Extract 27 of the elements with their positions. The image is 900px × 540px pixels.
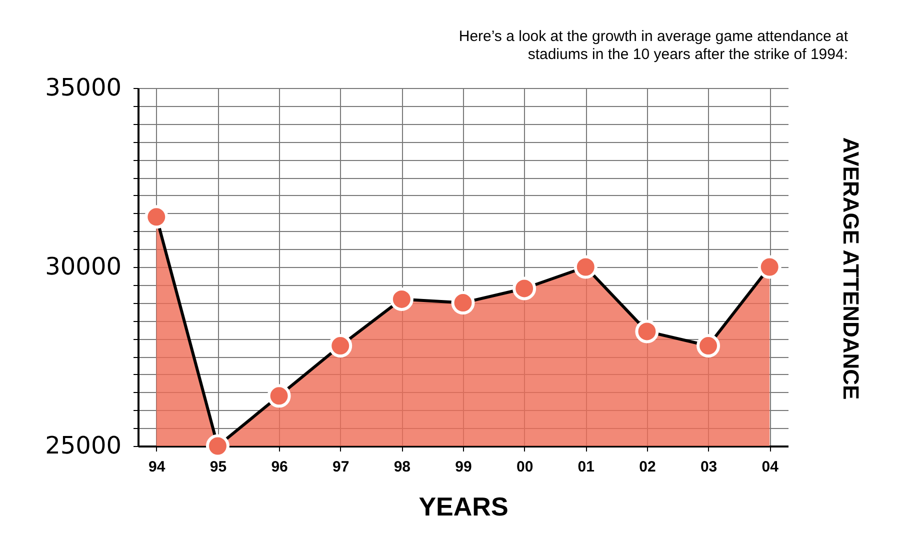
y-tick-label: 25000 [45,432,122,460]
x-tick-label: 00 [516,458,534,476]
point [512,276,536,300]
x-tick-label: 01 [578,458,594,476]
x-tick-label: 03 [700,458,718,476]
point [696,334,720,358]
x-tick-label: 94 [148,458,166,476]
x-tick-label: 99 [455,458,472,476]
point [328,334,352,358]
point [574,255,598,279]
point [758,255,782,279]
y-axis-title: AVERAGE ATTENDANCE [838,137,864,400]
x-tick-label: 97 [332,458,350,476]
x-tick-label: 04 [762,458,780,476]
y-tick-label: 35000 [45,74,122,102]
x-axis-title: YEARS [418,492,508,522]
point [390,287,414,311]
point [144,205,168,229]
x-tick-label: 96 [271,458,288,476]
x-tick-label: 98 [394,458,411,476]
x-tick-label: 95 [210,458,227,476]
x-tick-label: 02 [639,458,656,476]
chart-title: Here’s a look at the growth in average game attendance at stadiums in the 10 years after the strike of 1994: [458,28,849,63]
y-tick-label: 30000 [45,252,122,280]
point [635,320,659,344]
point [267,384,291,408]
point [451,291,475,315]
